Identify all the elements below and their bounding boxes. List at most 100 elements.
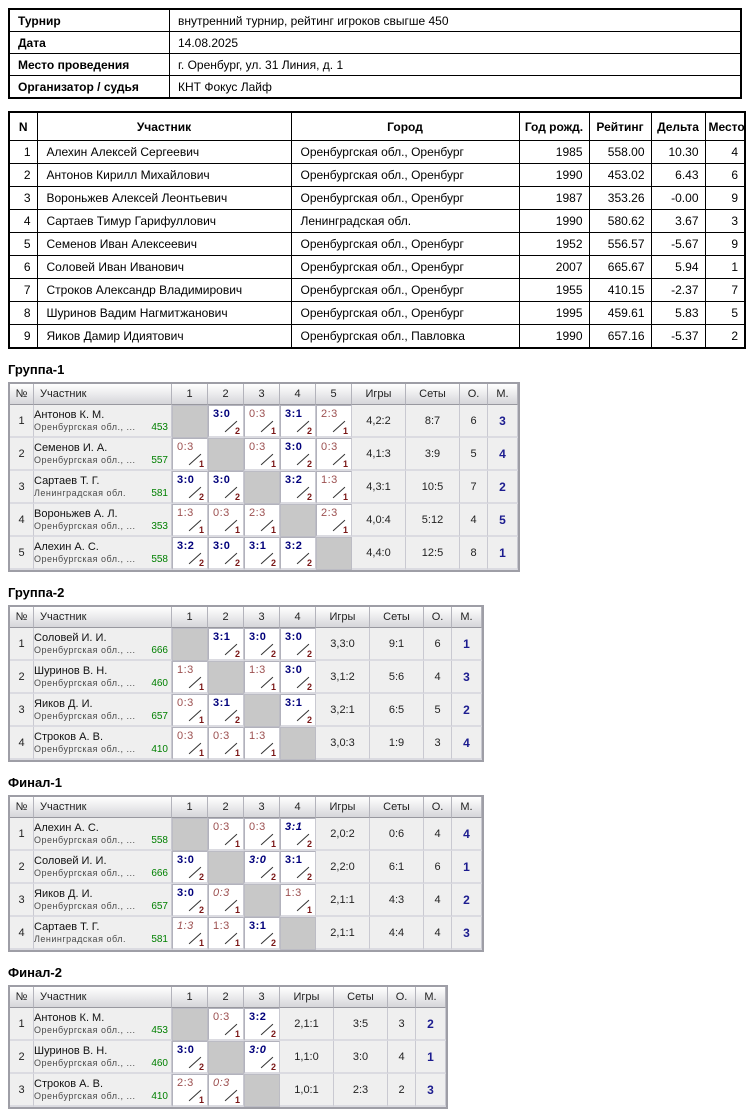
players-header-rating: Рейтинг (588, 111, 652, 141)
participant-cell: Яиков Д. И. Оренбургская обл., ... 657 (34, 884, 172, 917)
participant-region: Оренбургская обл., ... (34, 644, 136, 655)
group-header-num: № (10, 987, 34, 1008)
score-point: 1 (198, 715, 204, 725)
score-value: 0:3 (213, 507, 230, 519)
player-number: 6 (8, 255, 38, 279)
sets-cell: 5:6 (370, 661, 424, 694)
player-name: Алехин Алексей Сергеевич (36, 140, 292, 164)
games-cell: 2,1:1 (316, 917, 370, 950)
score-value: 3:0 (213, 540, 231, 552)
group-row-number: 4 (10, 504, 34, 537)
score-point: 2 (198, 558, 204, 568)
sets-cell: 9:1 (370, 628, 424, 661)
score-point: 1 (198, 1095, 204, 1105)
info-row-date: Дата 14.08.2025 (8, 31, 742, 54)
score-wrap: 2:3 1 (245, 505, 279, 535)
self-cell (280, 727, 316, 760)
group-row: 4 Сартаев Т. Г. Ленинградская обл. 581 1:3 1 1… (10, 917, 482, 950)
score-point: 2 (270, 558, 276, 568)
group-header-row: № Участник 1 2 3 4 5 Игры Сеты О. М. (10, 384, 518, 405)
group-table-1: № Участник 1 2 3 4 5 Игры Сеты О. М. 1 Антонов К. М.… (8, 382, 520, 572)
group-row-number: 4 (10, 917, 34, 950)
score-value: 0:3 (177, 697, 194, 709)
score-value: 3:2 (177, 540, 195, 552)
score-value: 0:3 (249, 821, 266, 833)
score-cell: 0:3 1 (208, 818, 244, 851)
score-value: 2:3 (321, 507, 338, 519)
points-cell: 8 (460, 537, 488, 570)
group-header-opponent-3: 3 (244, 987, 280, 1008)
participant-rating: 666 (151, 644, 168, 656)
score-cell: 0:3 1 (172, 727, 208, 760)
score-value: 3:1 (249, 540, 267, 552)
participant-rating: 353 (151, 520, 168, 532)
info-value-date: 14.08.2025 (169, 31, 742, 54)
player-delta: -5.37 (650, 324, 706, 349)
participant-rating: 453 (151, 1024, 168, 1036)
score-wrap: 3:1 2 (281, 852, 315, 882)
score-value: 3:1 (249, 920, 267, 932)
score-wrap: 1:3 1 (281, 885, 315, 915)
player-name: Вороньжев Алексей Леонтьевич (36, 186, 292, 210)
score-cell: 3:0 2 (280, 628, 316, 661)
player-birthyear: 1987 (518, 186, 590, 210)
player-birthyear: 1990 (518, 163, 590, 187)
participant-cell: Соловей И. И. Оренбургская обл., ... 666 (34, 851, 172, 884)
score-cell: 0:3 1 (208, 727, 244, 760)
score-point: 2 (270, 938, 276, 948)
player-number: 1 (8, 140, 38, 164)
place-cell: 1 (452, 628, 482, 661)
group-header-sets: Сеты (334, 987, 388, 1008)
score-wrap: 3:0 2 (281, 629, 315, 659)
participant-region: Оренбургская обл., ... (34, 834, 136, 845)
score-point: 1 (198, 459, 204, 469)
participant-rating: 460 (151, 677, 168, 689)
score-cell: 1:3 1 (280, 884, 316, 917)
points-cell: 6 (424, 851, 452, 884)
score-cell: 3:0 2 (280, 661, 316, 694)
player-city: Ленинградская обл. (290, 209, 520, 233)
participant-cell: Шуринов В. Н. Оренбургская обл., ... 460 (34, 1041, 172, 1074)
group-row-number: 2 (10, 851, 34, 884)
score-point: 1 (198, 938, 204, 948)
participant-cell: Антонов К. М. Оренбургская обл., ... 453 (34, 405, 172, 438)
participant-subline: Оренбургская обл., ... 558 (34, 554, 171, 565)
score-wrap: 3:1 2 (209, 629, 243, 659)
score-value: 1:3 (285, 887, 302, 899)
score-wrap: 1:3 1 (245, 662, 279, 692)
sets-cell: 10:5 (406, 471, 460, 504)
score-value: 3:1 (285, 854, 303, 866)
group-header-opponent-2: 2 (208, 607, 244, 628)
sets-cell: 3:5 (334, 1008, 388, 1041)
sets-cell: 2:3 (334, 1074, 388, 1107)
group-header-place: М. (452, 607, 482, 628)
group-row-number: 3 (10, 884, 34, 917)
group-header-sets: Сеты (370, 607, 424, 628)
participant-cell: Сартаев Т. Г. Ленинградская обл. 581 (34, 917, 172, 950)
participant-region: Ленинградская обл. (34, 487, 126, 498)
group-row: 3 Яиков Д. И. Оренбургская обл., ... 657 0:3… (10, 694, 482, 727)
player-birthyear: 1955 (518, 278, 590, 302)
info-label-date: Дата (8, 31, 170, 54)
score-point: 1 (234, 905, 240, 915)
player-place: 9 (704, 232, 746, 256)
participant-region: Оренбургская обл., ... (34, 743, 136, 754)
participant-subline: Оренбургская обл., ... 453 (34, 1025, 171, 1036)
games-cell: 4,2:2 (352, 405, 406, 438)
score-value: 2:3 (321, 408, 338, 420)
player-name: Семенов Иван Алексеевич (36, 232, 292, 256)
score-wrap: 0:3 1 (173, 695, 207, 725)
score-cell: 1:3 1 (316, 471, 352, 504)
score-wrap: 0:3 1 (209, 1075, 243, 1105)
score-cell: 3:1 2 (280, 851, 316, 884)
self-cell (244, 1074, 280, 1107)
points-cell: 4 (388, 1041, 416, 1074)
score-wrap: 0:3 1 (209, 1009, 243, 1039)
players-header-row: N Участник Город Год рожд. Рейтинг Дельт… (8, 111, 746, 141)
player-city: Оренбургская обл., Оренбург (290, 278, 520, 302)
group-row-number: 2 (10, 661, 34, 694)
sets-cell: 8:7 (406, 405, 460, 438)
group-header-place: М. (452, 797, 482, 818)
player-delta: -5.67 (650, 232, 706, 256)
score-point: 1 (270, 459, 276, 469)
